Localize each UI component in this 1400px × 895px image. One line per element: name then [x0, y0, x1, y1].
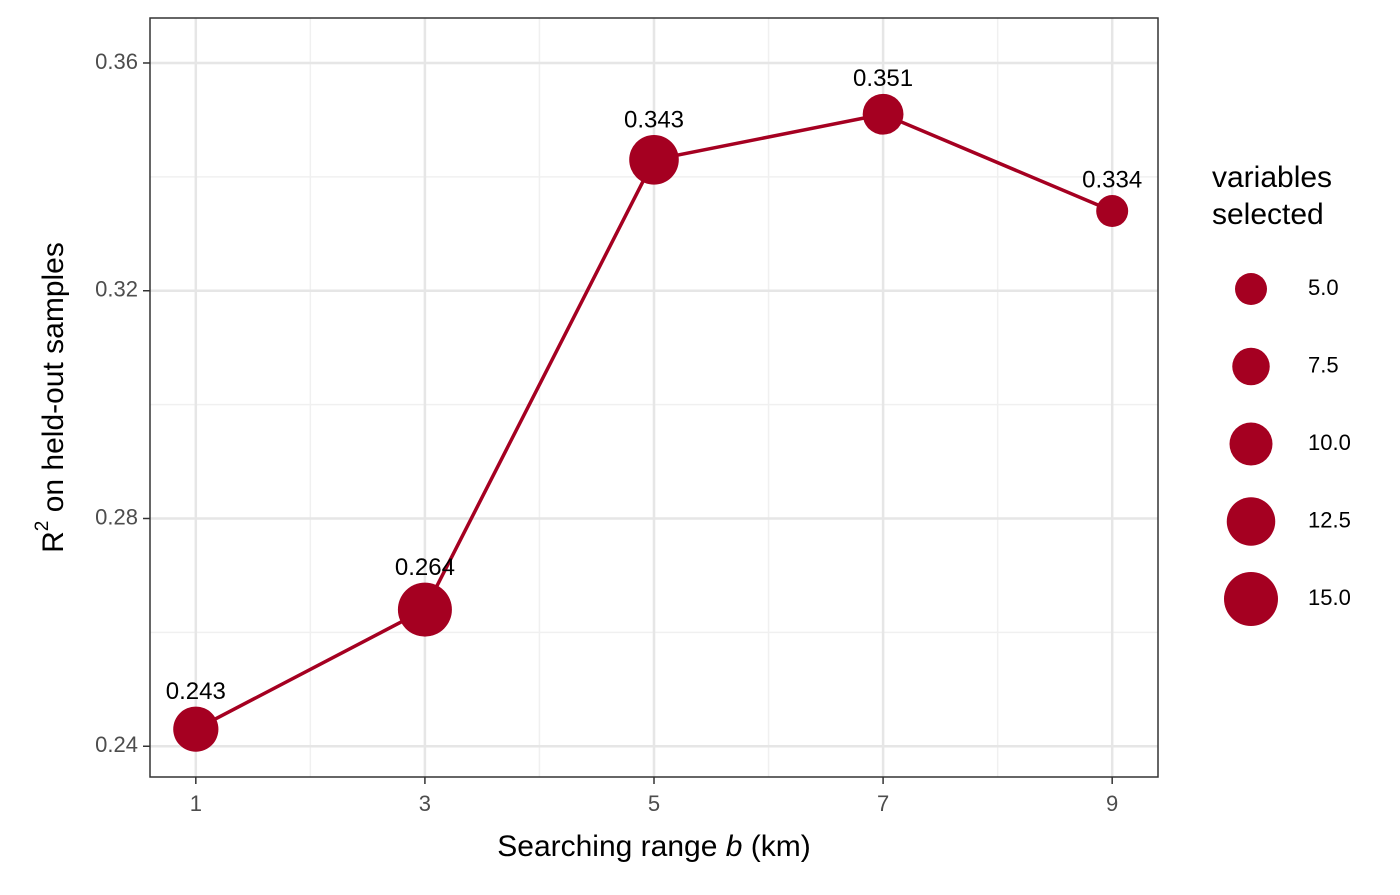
y-tick-label: 0.36: [95, 49, 138, 74]
y-tick-label: 0.28: [95, 504, 138, 529]
legend-title: selected: [1212, 198, 1324, 231]
point: [629, 134, 679, 185]
point: [397, 582, 452, 637]
x-tick-label: 3: [419, 791, 431, 816]
legend-symbol: [1229, 422, 1273, 466]
legend-symbol: [1232, 347, 1270, 386]
legend-label: 10.0: [1308, 430, 1351, 455]
data-label: 0.343: [624, 106, 684, 133]
legend-symbol: [1224, 572, 1278, 626]
x-tick-label: 9: [1106, 791, 1118, 816]
data-label: 0.351: [853, 65, 913, 92]
y-tick-label: 0.32: [95, 277, 138, 302]
data-label: 0.264: [395, 554, 455, 581]
point: [862, 93, 904, 135]
legend-symbol: [1226, 497, 1276, 546]
y-tick-label: 0.24: [95, 732, 138, 757]
y-axis-title-sup: 2: [32, 521, 53, 532]
y-axis-title-part: on held-out samples: [37, 242, 70, 521]
plot-border: [149, 17, 1159, 778]
legend-label: 12.5: [1308, 507, 1351, 532]
x-tick-label: 1: [190, 791, 202, 816]
point: [1096, 195, 1129, 228]
data-label: 0.243: [166, 678, 226, 705]
x-tick-label: 7: [877, 791, 889, 816]
x-axis-title-part: (km): [742, 830, 810, 863]
y-axis-title: R2 on held-out samples: [32, 242, 70, 553]
x-tick-label: 5: [648, 791, 660, 816]
y-axis-title-part: R: [37, 531, 70, 553]
data-label: 0.334: [1082, 166, 1142, 193]
x-axis-title-part: b: [726, 830, 743, 863]
legend-label: 5.0: [1308, 275, 1339, 300]
legend-label: 15.0: [1308, 585, 1351, 610]
legend-label: 7.5: [1308, 352, 1339, 377]
x-axis-title: Searching range b (km): [497, 830, 811, 863]
point: [173, 706, 219, 752]
legend-symbol: [1235, 273, 1267, 305]
legend-title: variables: [1212, 161, 1332, 194]
x-axis-title-part: Searching range: [497, 830, 726, 863]
